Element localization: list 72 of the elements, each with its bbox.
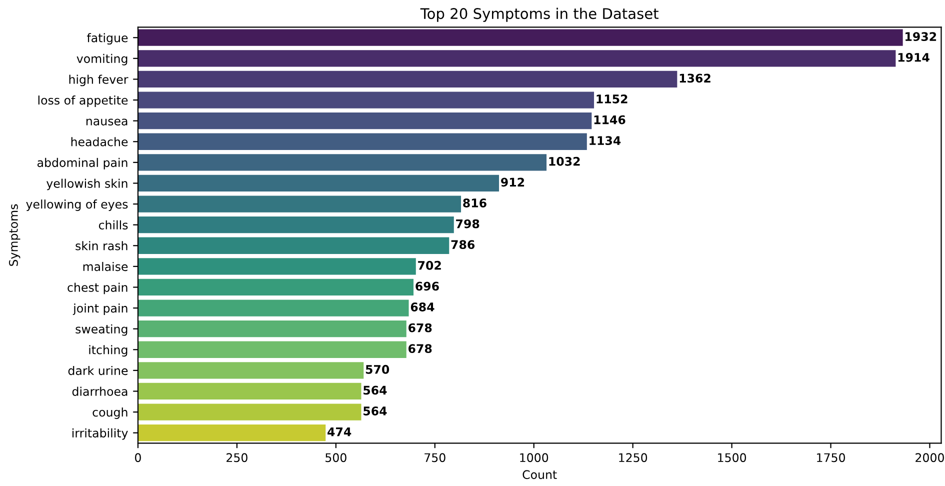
y-axis-title: Symptoms	[8, 204, 20, 266]
data-label: 1146	[594, 115, 626, 124]
data-label: 816	[463, 198, 486, 208]
data-label: 1032	[549, 156, 580, 166]
bar	[138, 216, 454, 234]
bar	[138, 258, 416, 275]
y-tick-label: headache	[71, 137, 128, 146]
data-label: 678	[408, 344, 432, 354]
data-label: 798	[456, 219, 480, 228]
bar	[138, 112, 592, 130]
y-tick-label: yellowing of eyes	[26, 200, 128, 211]
y-tick-label: chills	[98, 220, 128, 230]
x-tick-label: 1250	[619, 453, 648, 462]
x-tick-label: 1500	[718, 453, 746, 462]
data-label: 912	[501, 178, 524, 187]
data-label: 696	[416, 282, 439, 291]
bar	[138, 341, 406, 358]
bar	[138, 237, 450, 254]
bar	[138, 404, 362, 420]
bar	[138, 174, 500, 192]
x-tick-label: 1000	[520, 453, 548, 462]
bar	[138, 50, 896, 67]
data-label: 702	[418, 260, 441, 270]
y-tick-label: malaise	[83, 262, 128, 272]
bar	[138, 70, 678, 88]
y-tick-label: diarrhoea	[72, 386, 128, 396]
y-tick-label: fatigue	[86, 33, 128, 45]
bar	[138, 196, 462, 212]
x-tick-label: 2000	[916, 453, 944, 462]
y-tick-label: abdominal pain	[37, 158, 128, 170]
y-tick-label: loss of appetite	[38, 96, 128, 107]
bar	[138, 278, 414, 296]
y-tick-label: skin rash	[76, 241, 128, 250]
x-tick-label: 1750	[817, 453, 846, 462]
x-tick-label: 500	[326, 453, 346, 462]
y-tick-label: chest pain	[68, 282, 128, 294]
y-tick-label: sweating	[76, 324, 128, 336]
x-tick-label: 250	[226, 453, 248, 462]
data-label: 1362	[680, 74, 710, 83]
data-label: 684	[410, 302, 434, 312]
data-label: 1932	[906, 32, 936, 42]
bar	[138, 320, 406, 338]
data-label: 570	[366, 364, 390, 374]
y-tick-label: dark urine	[68, 366, 128, 376]
x-tick-label: 0	[134, 453, 141, 462]
bar	[138, 154, 547, 171]
y-tick-label: joint pain	[72, 304, 128, 315]
data-label: 1152	[596, 94, 628, 104]
chart-title: Top 20 Symptoms in the Dataset	[420, 8, 658, 22]
x-tick-label: 750	[424, 453, 446, 462]
y-tick-label: irritability	[72, 428, 128, 440]
bar	[138, 424, 326, 442]
bar	[138, 300, 409, 316]
data-label: 1134	[590, 136, 621, 146]
data-label: 474	[328, 427, 352, 436]
bar	[138, 29, 903, 46]
y-tick-label: yellowish skin	[46, 178, 128, 190]
bar	[138, 362, 364, 379]
y-tick-label: vomiting	[76, 54, 128, 66]
x-axis-title: Count	[522, 470, 557, 480]
bar	[138, 382, 362, 400]
data-label: 564	[364, 406, 387, 416]
y-tick-label: high fever	[69, 74, 128, 86]
data-label: 1914	[898, 52, 930, 62]
data-label: 678	[408, 323, 432, 332]
y-tick-label: itching	[89, 345, 128, 357]
bar	[138, 92, 594, 108]
bar	[138, 133, 587, 150]
data-label: 786	[451, 240, 475, 250]
y-tick-label: cough	[92, 408, 128, 419]
data-label: 564	[364, 386, 387, 395]
y-tick-label: nausea	[86, 118, 128, 126]
